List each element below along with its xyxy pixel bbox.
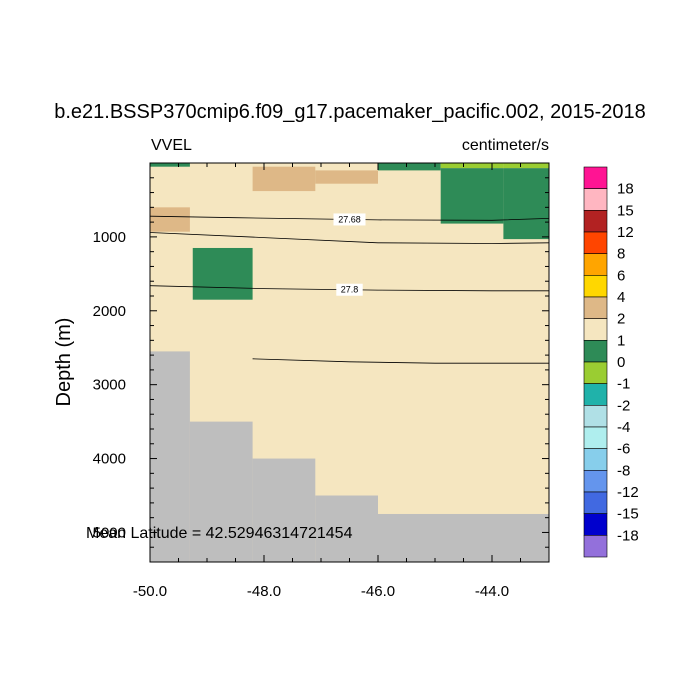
colorbar-swatch	[583, 318, 608, 341]
velocity-cell	[378, 163, 441, 171]
velocity-cell	[150, 207, 190, 232]
colorbar-label: 8	[617, 246, 625, 263]
y-tick-label: 2000	[93, 303, 126, 320]
velocity-cell	[192, 247, 253, 300]
colorbar-swatch	[583, 405, 608, 428]
velocity-cell	[150, 163, 190, 167]
colorbar-swatch	[583, 231, 608, 254]
colorbar-label: -1	[617, 376, 630, 393]
colorbar-swatch	[583, 188, 608, 211]
colorbar-label: 12	[617, 224, 634, 241]
velocity-cell	[503, 168, 549, 240]
colorbar-swatch	[583, 275, 608, 298]
contour-label: 27.68	[338, 214, 361, 224]
x-axis-ticks: -50.0 -48.0 -46.0 -44.0	[133, 163, 550, 600]
colorbar-swatch	[583, 166, 608, 189]
x-tick-label: -46.0	[361, 583, 395, 600]
y-tick-label: 1000	[93, 229, 126, 246]
land-block	[150, 351, 190, 562]
colorbar-label: -15	[617, 506, 639, 523]
colorbar-label: -8	[617, 462, 630, 479]
density-contours: 27.68 27.8	[149, 213, 550, 364]
colorbar-label: 0	[617, 354, 625, 371]
y-tick-label: 3000	[93, 377, 126, 394]
colorbar-label: 2	[617, 311, 625, 328]
land-block	[315, 495, 378, 562]
colorbar-label: -6	[617, 441, 630, 458]
colorbar-swatch	[583, 513, 608, 536]
colorbar-label: -12	[617, 484, 639, 501]
chart-title: b.e21.BSSP370cmip6.f09_g17.pacemaker_pac…	[54, 101, 646, 123]
land-block	[378, 513, 549, 562]
velocity-cell	[252, 166, 316, 192]
plot-area: 27.68 27.8	[149, 162, 550, 563]
land-block	[189, 421, 253, 562]
contour-line	[252, 358, 549, 364]
colorbar-swatch	[583, 535, 608, 558]
velocity-cell	[503, 163, 549, 169]
contour-label: 27.8	[341, 285, 359, 295]
colorbar-label: 15	[617, 202, 634, 219]
colorbar-label: -18	[617, 527, 639, 544]
colorbar-swatch	[583, 426, 608, 449]
velocity-cell	[315, 170, 378, 184]
x-tick-label: -48.0	[247, 583, 281, 600]
contour-label-bg	[333, 213, 366, 226]
x-tick-label: -50.0	[133, 583, 167, 600]
colorbar-swatch	[583, 470, 608, 493]
land-block	[252, 458, 316, 562]
variable-label: VVEL	[151, 137, 192, 154]
colorbar-swatch	[583, 361, 608, 384]
y-tick-label: 5000	[93, 524, 126, 541]
colorbar-label: 4	[617, 289, 625, 306]
colorbar-swatch	[583, 210, 608, 233]
contour-label-bg	[336, 283, 363, 296]
x-tick-label: -44.0	[475, 583, 509, 600]
contour-line	[149, 232, 550, 244]
bathymetry-land	[150, 351, 549, 562]
contour-line	[149, 285, 549, 292]
y-axis-label: Depth (m)	[53, 318, 75, 407]
velocity-cell	[440, 168, 504, 224]
colorbar-label: 18	[617, 181, 634, 198]
y-tick-label: 4000	[93, 451, 126, 468]
y-axis-ticks: 1000 2000 3000 4000 5000	[93, 162, 549, 563]
colorbar-swatch	[583, 296, 608, 319]
colorbar-swatch	[583, 383, 608, 406]
colorbar-label: 1	[617, 332, 625, 349]
contour-line	[149, 215, 550, 221]
velocity-cell	[440, 163, 504, 169]
colorbar-swatch	[583, 253, 608, 276]
colorbar-label: 6	[617, 267, 625, 284]
colorbar: 18 15 12 8 6 4 2 1 0 -1 -2 -4 -6 -8 -12 -15 -18	[583, 166, 639, 558]
velocity-cells	[150, 163, 549, 300]
units-label: centimeter/s	[462, 137, 549, 154]
colorbar-label: -4	[617, 419, 630, 436]
colorbar-swatch	[583, 448, 608, 471]
colorbar-swatch	[583, 491, 608, 514]
colorbar-label: -2	[617, 397, 630, 414]
mean-latitude-note: Mean Latitude = 42.52946314721454	[86, 525, 353, 542]
colorbar-swatch	[583, 340, 608, 363]
